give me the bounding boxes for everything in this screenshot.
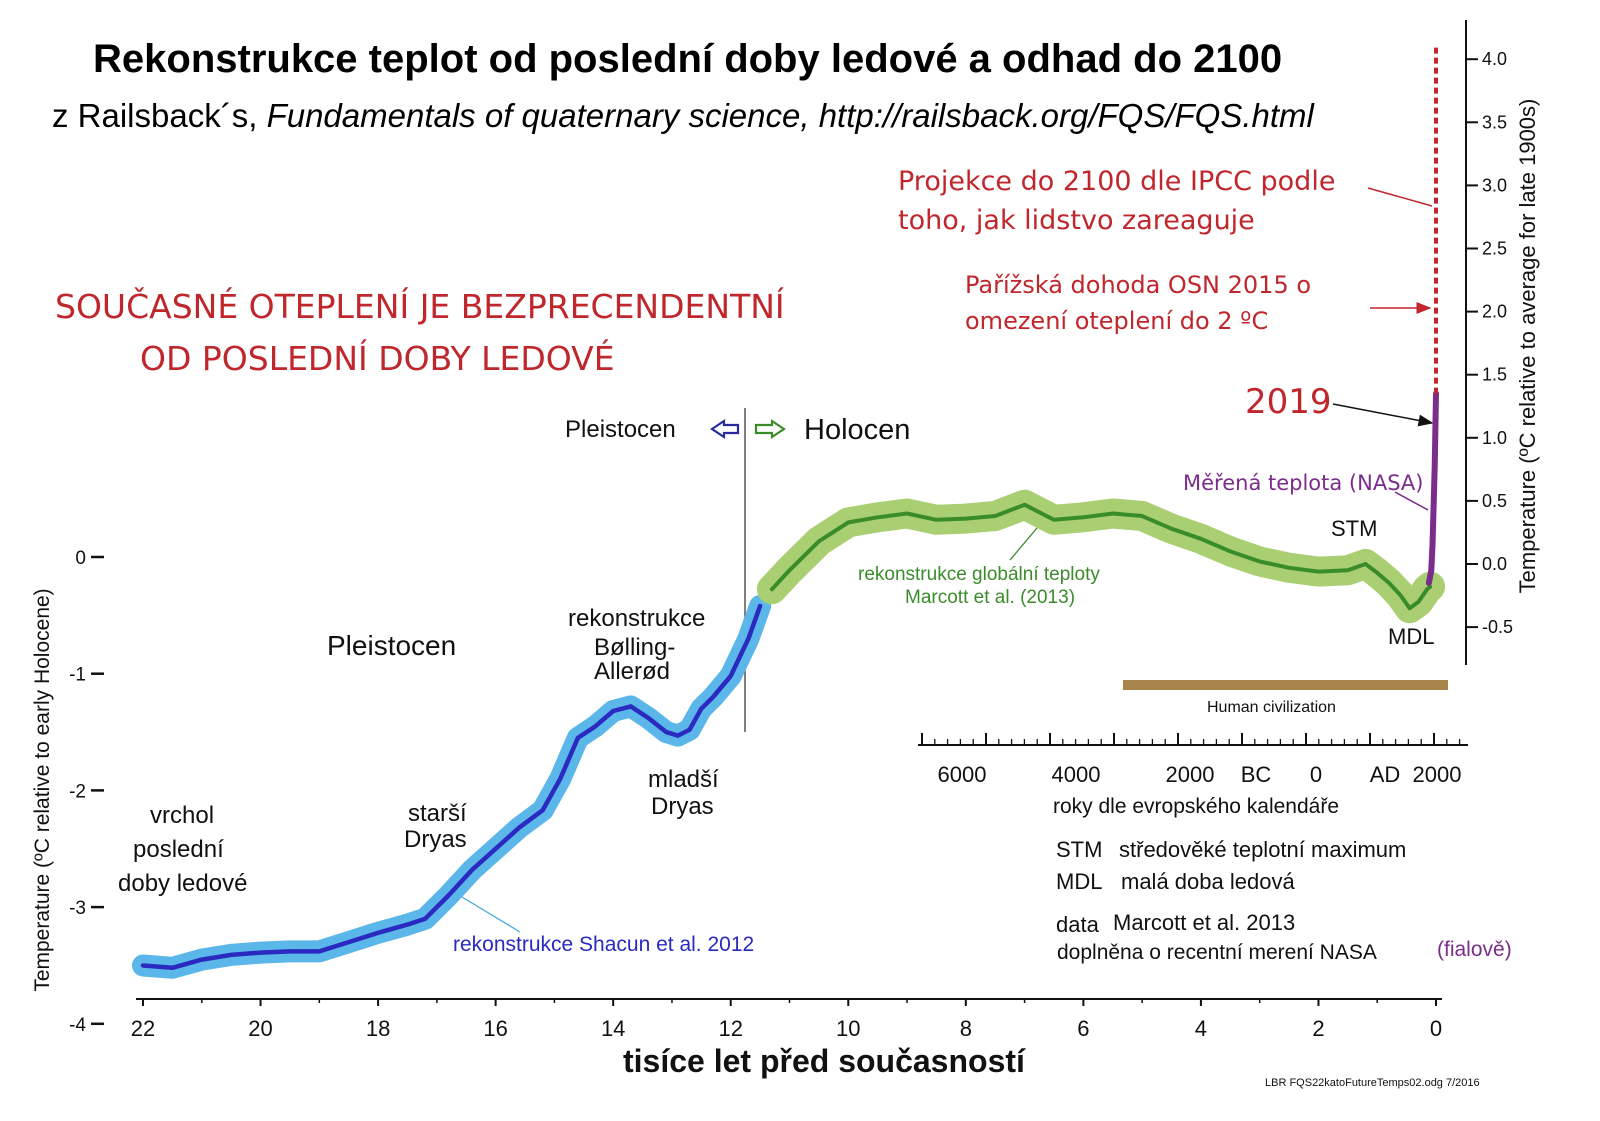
- projection-arrow: [1367, 187, 1433, 207]
- subtitle-prefix: z Railsback´s,: [52, 97, 267, 134]
- note-stm-text: středověké teplotní maximum: [1119, 837, 1406, 862]
- note-data-1: data Marcott et al. 2013: [1056, 910, 1295, 937]
- headline-line-2: OD POSLEDNÍ DOBY LEDOVÉ: [140, 338, 615, 378]
- left-tick-label: 0: [75, 548, 86, 569]
- shakun-pointer: [461, 896, 521, 933]
- lgm-label-2: poslední: [133, 836, 224, 863]
- note-data-purple: (fialově): [1437, 938, 1512, 961]
- calendar-tick-label: 0: [1310, 762, 1322, 787]
- x-tick-label: 22: [131, 1016, 155, 1041]
- note-stm: STM středověké teplotní maximum: [1056, 837, 1406, 862]
- right-tick-label: 2.5: [1482, 239, 1507, 259]
- nasa-arrow: [1394, 491, 1429, 511]
- marcott-series-label-1: rekonstrukce globální teploty: [858, 564, 1100, 585]
- x-tick-label: 0: [1430, 1016, 1442, 1041]
- left-arrow-icon: [710, 418, 740, 440]
- x-tick-label: 18: [366, 1016, 390, 1041]
- marcott-series-label-2: Marcott et al. (2013): [905, 587, 1075, 608]
- year-2019-label: 2019: [1245, 382, 1332, 422]
- x-tick-label: 4: [1195, 1016, 1207, 1041]
- calendar-axis-title: roky dle evropského kalendáře: [1053, 795, 1339, 818]
- shakun-series-line: [140, 603, 763, 971]
- calendar-tick-label: 4000: [1052, 762, 1101, 787]
- year-2019-arrow: [1332, 403, 1434, 427]
- calendar-tick-label: 6000: [938, 762, 987, 787]
- calendar-tick-label: 2000: [1413, 762, 1462, 787]
- note-data-nasa: doplněna o recentní merení NASA: [1057, 941, 1377, 964]
- right-tick-label: 3.0: [1482, 175, 1507, 195]
- left-axis-title: Temperature (ºC relative to early Holoce…: [31, 588, 54, 991]
- right-tick-label: 0.0: [1482, 554, 1507, 574]
- note-stm-key: STM: [1056, 837, 1102, 862]
- right-tick-label: 0.5: [1482, 491, 1507, 511]
- human-civilization-label: Human civilization: [1207, 699, 1336, 716]
- right-tick-label: 2.0: [1482, 302, 1507, 322]
- stm-label: STM: [1331, 516, 1377, 541]
- note-mdl-key: MDL: [1056, 869, 1102, 894]
- chart-subtitle: z Railsback´s, Fundamentals of quaternar…: [52, 97, 1316, 134]
- x-tick-label: 8: [960, 1016, 972, 1041]
- headline-line-1: SOUČASNÉ OTEPLENÍ JE BEZPRECENDENTNÍ: [55, 286, 785, 326]
- chart-title: Rekonstrukce teplot od poslední doby led…: [93, 37, 1282, 81]
- marcott-series-line: [769, 502, 1433, 611]
- older-dryas-label-1: starší: [408, 800, 467, 827]
- younger-dryas-label-2: Dryas: [651, 793, 714, 820]
- note-data-2: doplněna o recentní merení NASA (fialově): [1057, 938, 1512, 964]
- left-tick-label: -4: [69, 1015, 86, 1036]
- holocene-boundary-label: Holocen: [804, 414, 910, 446]
- x-tick-label: 12: [718, 1016, 742, 1041]
- lgm-label-3: doby ledové: [118, 870, 247, 897]
- calendar-tick-label: BC: [1241, 762, 1272, 787]
- nasa-measured-line: [1425, 390, 1439, 586]
- bolling-label-3: Allerød: [594, 658, 670, 685]
- note-data-prefix: data: [1056, 912, 1100, 937]
- x-tick-label: 16: [483, 1016, 507, 1041]
- note-mdl: MDL malá doba ledová: [1056, 869, 1295, 894]
- footer-credit: LBR FQS22katoFutureTemps02.odg 7/2016: [1265, 1077, 1480, 1089]
- lgm-label-1: vrchol: [150, 802, 214, 829]
- bolling-label-2: Bølling-: [594, 634, 675, 661]
- calendar-tick-label: AD: [1370, 762, 1401, 787]
- note-mdl-text: malá doba ledová: [1121, 869, 1295, 894]
- right-axis-title: Temperature (ºC relative to average for …: [1515, 99, 1540, 594]
- left-tick-label: -3: [69, 898, 86, 919]
- right-arrow-icon: [754, 418, 786, 440]
- right-tick-label: 4.0: [1482, 49, 1507, 69]
- x-tick-label: 6: [1077, 1016, 1089, 1041]
- paris-label-1: Pařížská dohoda OSN 2015 o: [965, 271, 1311, 299]
- bolling-label-1: rekonstrukce: [568, 605, 705, 632]
- x-tick-label: 2: [1312, 1016, 1324, 1041]
- right-tick-label: 3.5: [1482, 112, 1507, 132]
- projection-label-2: toho, jak lidstvo zareaguje: [898, 205, 1255, 236]
- left-tick-label: -2: [69, 781, 86, 802]
- left-tick-label: -1: [69, 665, 86, 686]
- mdl-label: MDL: [1388, 624, 1434, 649]
- subtitle-source: Fundamentals of quaternary science, http…: [267, 97, 1316, 134]
- human-civilization-bar: [1123, 680, 1448, 690]
- x-tick-label: 14: [601, 1016, 625, 1041]
- older-dryas-label-2: Dryas: [404, 826, 467, 853]
- x-tick-label: 20: [248, 1016, 272, 1041]
- nasa-label: Měřená teplota (NASA): [1183, 471, 1423, 495]
- pleistocene-boundary-label: Pleistocen: [565, 416, 676, 443]
- younger-dryas-label-1: mladší: [648, 766, 719, 793]
- x-tick-label: 10: [836, 1016, 860, 1041]
- paris-label-2: omezení oteplení do 2 ºC: [965, 307, 1268, 335]
- right-tick-label: 1.5: [1482, 365, 1507, 385]
- shakun-series-label: rekonstrukce Shacun et al. 2012: [453, 933, 754, 956]
- calendar-tick-label: 2000: [1166, 762, 1215, 787]
- right-tick-label: -0.5: [1482, 617, 1513, 637]
- right-tick-label: 1.0: [1482, 428, 1507, 448]
- projection-label-1: Projekce do 2100 dle IPCC podle: [898, 166, 1335, 197]
- pleistocene-label: Pleistocen: [327, 630, 456, 661]
- note-data-source: Marcott et al. 2013: [1113, 910, 1295, 935]
- x-axis-title: tisíce let před současností: [623, 1043, 1026, 1079]
